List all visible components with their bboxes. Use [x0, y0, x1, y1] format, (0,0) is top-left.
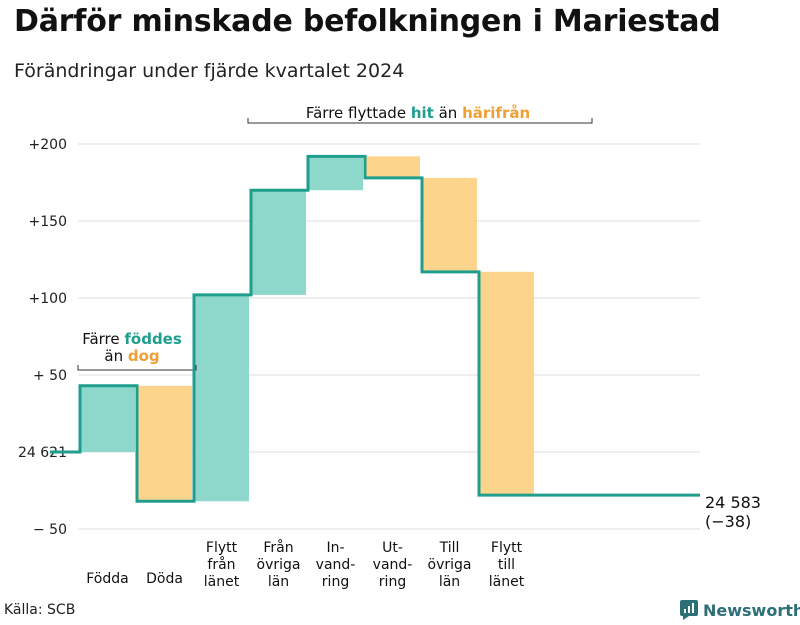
waterfall-bar [80, 385, 135, 452]
births-annotation-highlight: föddes [124, 330, 181, 348]
x-tick-label: Födda [86, 571, 128, 587]
x-axis-labels: Födda DödaFlyttfrånlänetFrånövrigalänIn-v… [86, 539, 524, 590]
x-tick-label: övriga [257, 557, 301, 573]
end-change-label: (−38) [705, 512, 751, 531]
waterfall-bar [479, 271, 534, 496]
waterfall-chart: +200 +150 +100 + 50 24 621 − 50 Födda Döda Flyt… [18, 104, 761, 590]
waterfall-bar [308, 156, 363, 191]
chart-subtitle: Förändringar under fjärde kvartalet 2024 [14, 60, 405, 82]
x-tick-label: Flytt [206, 540, 238, 556]
births-annotation-line1: Färre föddes [82, 330, 182, 348]
cumulative-step-line [50, 154, 700, 503]
x-tick-label: Döda [146, 571, 183, 587]
births-annotation: Färre föddes än dog [77, 330, 197, 371]
y-axis-ticks: +200 +150 +100 + 50 24 621 − 50 [18, 137, 67, 538]
x-tick-label: Till [439, 540, 460, 556]
waterfall-bar [422, 177, 477, 272]
migration-annotation-hit: hit [411, 104, 434, 122]
x-tick-label: till [498, 557, 515, 573]
migration-annotation-text: Färre flyttade hit än härifrån [306, 104, 530, 122]
x-tick-label: In- [326, 540, 344, 556]
brand-logo: Newsworthy [680, 600, 800, 620]
x-tick-label: Ut- [382, 540, 403, 556]
y-tick-label: +200 [29, 137, 67, 153]
x-tick-label: länet [489, 574, 525, 590]
x-tick-label: ring [322, 574, 349, 590]
migration-annotation-prefix: Färre flyttade [306, 104, 411, 122]
births-annotation-line2: än dog [104, 347, 159, 365]
x-tick-label: övriga [428, 557, 472, 573]
brand-name: Newsworthy [703, 600, 800, 620]
migration-annotation: Färre flyttade hit än härifrån [247, 104, 593, 124]
bars [80, 156, 534, 502]
end-value-label: 24 583 [705, 493, 761, 512]
x-tick-label: ring [379, 574, 406, 590]
x-tick-label: Från [263, 539, 293, 556]
x-tick-label: län [268, 574, 289, 590]
x-tick-label: län [439, 574, 460, 590]
births-annotation-prefix: Färre [82, 330, 124, 348]
x-tick-label: länet [204, 574, 240, 590]
deaths-annotation-prefix: än [104, 347, 127, 365]
deaths-annotation-highlight: dog [128, 347, 160, 365]
births-annotation-bracket [77, 365, 197, 371]
y-tick-label: + 50 [33, 368, 67, 384]
y-tick-label: +150 [29, 214, 67, 230]
migration-annotation-bracket [247, 118, 593, 124]
newsworthy-logo-icon [680, 600, 698, 620]
waterfall-bar [251, 190, 306, 295]
y-tick-label: 24 621 [18, 445, 67, 461]
x-tick-label: vand- [373, 557, 413, 573]
source-note: Källa: SCB [4, 602, 76, 618]
chart-title: Därför minskade befolkningen i Mariestad [14, 4, 721, 39]
migration-annotation-harifran: härifrån [462, 104, 530, 122]
y-tick-label: +100 [29, 291, 67, 307]
y-tick-label: − 50 [33, 522, 67, 538]
x-tick-label: Flytt [491, 540, 523, 556]
migration-annotation-middle: än [434, 104, 462, 122]
x-tick-label: vand- [316, 557, 356, 573]
waterfall-bar [194, 294, 249, 502]
x-tick-label: från [207, 556, 235, 573]
waterfall-bar [365, 156, 420, 178]
waterfall-bar [137, 385, 192, 502]
